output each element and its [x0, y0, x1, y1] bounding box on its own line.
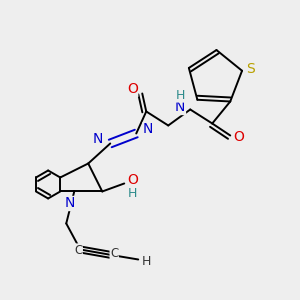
- Text: N: N: [65, 196, 75, 211]
- Text: N: N: [143, 122, 153, 136]
- Text: H: H: [142, 255, 151, 268]
- Text: N: N: [175, 100, 185, 115]
- Text: C: C: [74, 244, 82, 257]
- Text: O: O: [233, 130, 244, 145]
- Text: C: C: [110, 247, 118, 260]
- Text: N: N: [93, 133, 104, 146]
- Text: S: S: [246, 62, 254, 76]
- Text: O: O: [127, 173, 138, 188]
- Text: O: O: [127, 82, 138, 97]
- Text: H: H: [176, 89, 185, 102]
- Text: H: H: [128, 187, 137, 200]
